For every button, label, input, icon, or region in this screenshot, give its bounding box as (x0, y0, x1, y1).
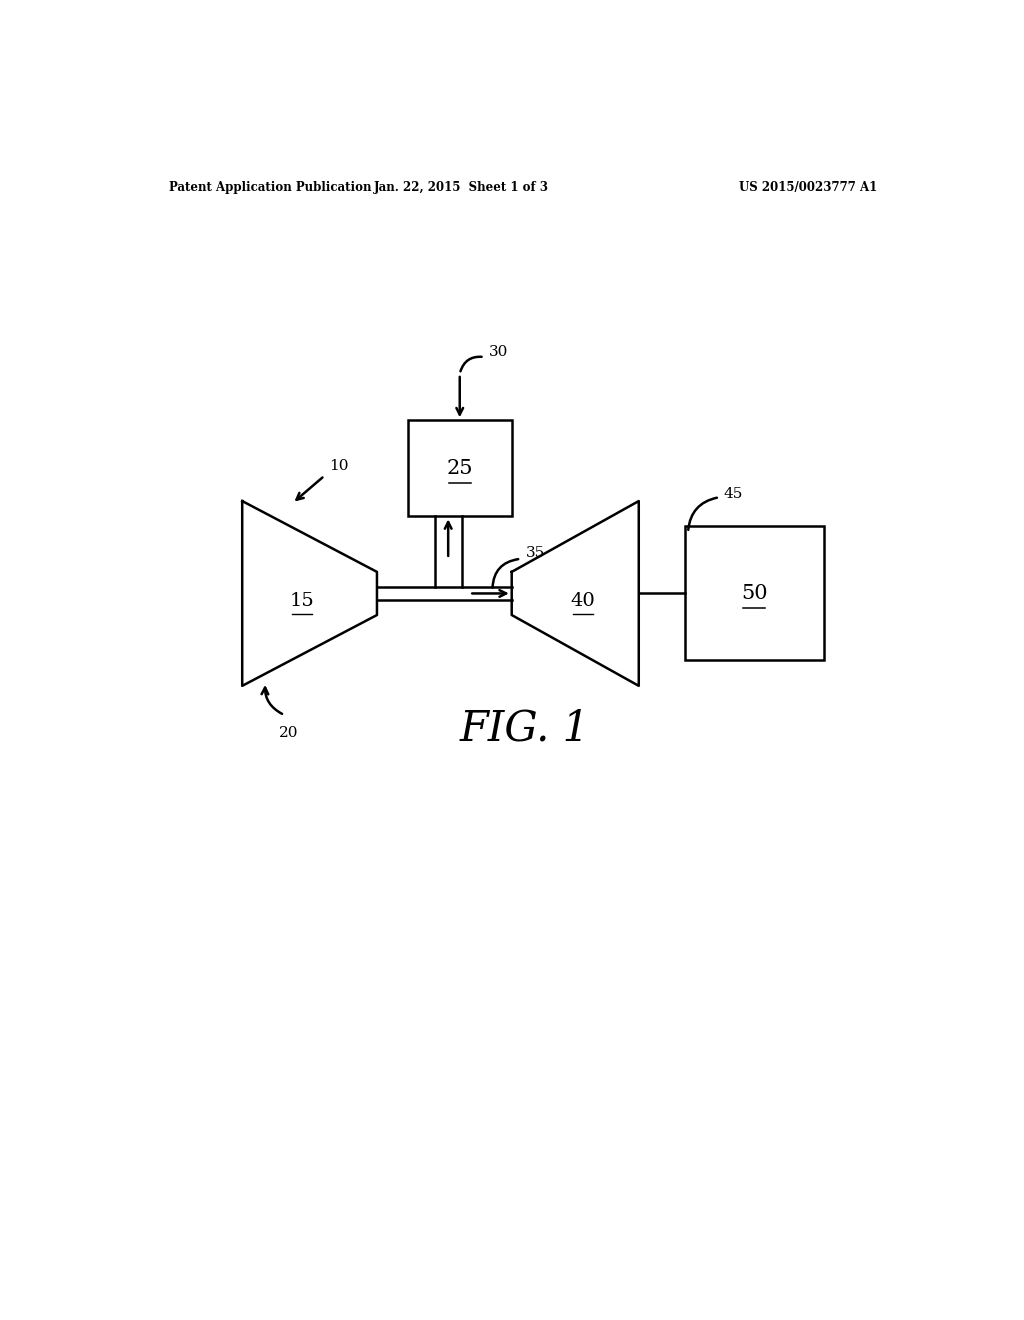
Text: US 2015/0023777 A1: US 2015/0023777 A1 (739, 181, 878, 194)
Text: 15: 15 (290, 593, 314, 610)
Text: Patent Application Publication: Patent Application Publication (169, 181, 372, 194)
Text: 25: 25 (446, 459, 473, 478)
Text: 50: 50 (741, 583, 768, 603)
Text: 10: 10 (330, 458, 349, 473)
Text: FIG. 1: FIG. 1 (460, 708, 590, 750)
Text: 20: 20 (279, 726, 298, 741)
Bar (685, 527, 823, 660)
Bar (408, 420, 512, 516)
Text: 40: 40 (570, 593, 595, 610)
Text: 30: 30 (489, 346, 508, 359)
Text: 45: 45 (724, 487, 742, 502)
Text: Jan. 22, 2015  Sheet 1 of 3: Jan. 22, 2015 Sheet 1 of 3 (374, 181, 549, 194)
Text: 35: 35 (525, 546, 545, 561)
